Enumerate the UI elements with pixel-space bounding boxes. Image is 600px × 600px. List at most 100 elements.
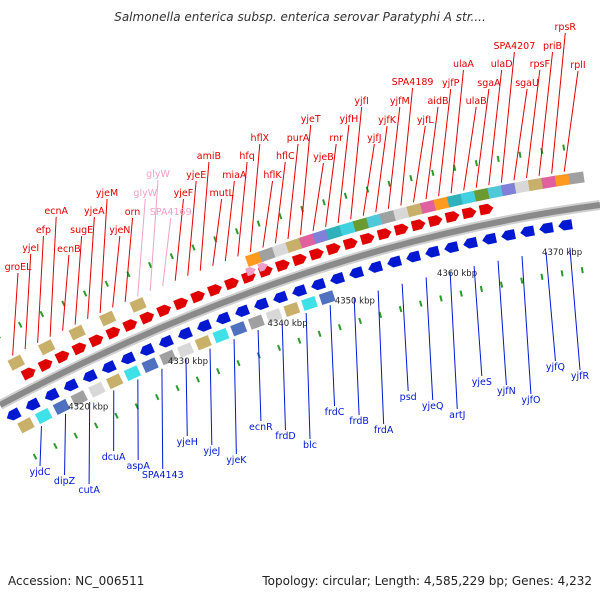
reverse-gene-arrow [444, 241, 459, 253]
leader-line [287, 143, 299, 240]
gene-label-yjee[interactable]: yjeE [186, 170, 206, 181]
gene-label-hflc[interactable]: hflC [276, 151, 295, 162]
gene-label-rpsf[interactable]: rpsF [530, 59, 550, 70]
leader-line [49, 216, 57, 337]
reverse-gene-arrow [425, 245, 441, 258]
gene-label-hfq[interactable]: hfq [239, 151, 254, 162]
gene-label-yjfr[interactable]: yjfR [571, 371, 590, 382]
gene-label-frdc[interactable]: frdC [325, 407, 345, 418]
leader-line [400, 87, 414, 206]
gene-label-spa4169[interactable]: SPA4169 [150, 207, 192, 218]
reverse-gene-arrow [140, 343, 155, 356]
leader-line [137, 198, 146, 297]
gene-label-rnr[interactable]: rnr [329, 133, 343, 144]
gene-label-yjem[interactable]: yjeM [96, 188, 118, 199]
gene-label-rpsr[interactable]: rpsR [555, 22, 577, 33]
gene-label-cuta[interactable]: cutA [78, 485, 100, 496]
gene-label-yjef[interactable]: yjeF [174, 188, 194, 199]
gene-label-dipz[interactable]: dipZ [54, 476, 76, 487]
forward-operon-block [38, 339, 56, 356]
gene-label-glyw[interactable]: glyW [133, 188, 157, 199]
gene-label-yjfq[interactable]: yjfQ [546, 362, 565, 373]
tick-dot [387, 180, 391, 187]
gene-label-artj[interactable]: artJ [449, 410, 465, 421]
gene-label-orn[interactable]: orn [125, 207, 141, 218]
gene-label-ulab[interactable]: ulaB [466, 96, 487, 107]
gene-label-blc[interactable]: blc [303, 440, 317, 451]
gene-label-ecnb[interactable]: ecnB [57, 244, 81, 255]
gene-label-yjfk[interactable]: yjfK [378, 115, 397, 126]
gene-label-ulad[interactable]: ulaD [491, 59, 513, 70]
reverse-gene-arrow [121, 351, 136, 365]
gene-label-sgau[interactable]: sgaU [515, 78, 539, 89]
gene-label-yjej[interactable]: yjeJ [203, 446, 220, 457]
map-title: Salmonella enterica subsp. enterica sero… [114, 10, 486, 24]
gene-label-mutl[interactable]: mutL [209, 188, 234, 199]
gene-label-frdb[interactable]: frdB [349, 416, 369, 427]
gene-label-yjfm[interactable]: yjfM [390, 96, 410, 107]
leader-line [325, 143, 337, 227]
gene-label-efp[interactable]: efp [36, 225, 51, 236]
gene-label-yjfj[interactable]: yjfJ [367, 133, 381, 144]
gene-label-yjek[interactable]: yjeK [226, 455, 247, 466]
gene-label-groel[interactable]: groEL [5, 262, 33, 273]
reverse-operon-block [123, 365, 142, 382]
leader-line [74, 235, 83, 325]
gene-label-pura[interactable]: purA [287, 133, 310, 144]
forward-operon-block [298, 233, 317, 249]
gene-label-spa4189[interactable]: SPA4189 [392, 77, 434, 88]
gene-label-miaa[interactable]: miaA [222, 170, 247, 181]
gene-label-sgaa[interactable]: sgaA [477, 78, 501, 89]
gene-label-ecnr[interactable]: ecnR [249, 422, 273, 433]
gene-label-yjfi[interactable]: yjfI [354, 96, 368, 107]
reverse-gene-arrow [254, 297, 270, 310]
gene-label-yjfh[interactable]: yjfH [340, 114, 359, 125]
leader-line [438, 88, 452, 197]
tick-dot [343, 192, 348, 199]
gene-label-aspa[interactable]: aspA [127, 461, 151, 472]
gene-label-psd[interactable]: psd [400, 392, 417, 403]
gene-label-spa4207[interactable]: SPA4207 [493, 41, 535, 52]
gene-label-ecna[interactable]: ecnA [44, 206, 68, 217]
tick-dot [520, 277, 524, 284]
gene-label-aidb[interactable]: aidB [427, 96, 448, 107]
gene-label-yjfn[interactable]: yjfN [497, 386, 516, 397]
reverse-gene-arrow [482, 232, 497, 245]
gene-label-yjeh[interactable]: yjeH [177, 437, 198, 448]
gene-label-yjfp[interactable]: yjfP [442, 78, 460, 89]
leader-line [162, 217, 172, 286]
gene-label-frda[interactable]: frdA [374, 425, 394, 436]
gene-label-yjfl[interactable]: yjfL [417, 115, 435, 126]
gene-label-spa4143[interactable]: SPA4143 [142, 470, 184, 481]
leader-line [450, 69, 464, 194]
gene-label-yjen[interactable]: yjeN [109, 225, 130, 236]
gene-label-yjdc[interactable]: yjdC [30, 467, 51, 478]
gene-label-dcua[interactable]: dcuA [102, 452, 126, 463]
gene-label-yjei[interactable]: yjeI [22, 243, 39, 254]
reverse-gene-arrow [82, 369, 98, 383]
gene-label-yjfo[interactable]: yjfO [521, 395, 540, 406]
gene-label-hflx[interactable]: hflX [251, 133, 270, 144]
gene-label-yjeq[interactable]: yjeQ [422, 401, 444, 412]
leader-line [353, 297, 360, 416]
gene-label-rpli[interactable]: rplI [570, 60, 585, 71]
forward-gene-arrow [308, 248, 324, 261]
gene-label-glyw[interactable]: glyW [146, 169, 170, 180]
gene-label-suge[interactable]: sugE [70, 225, 93, 236]
gene-label-yjes[interactable]: yjeS [472, 377, 492, 388]
label-leaders [12, 32, 581, 485]
gene-label-prib[interactable]: priB [543, 41, 562, 52]
gene-label-yjet[interactable]: yjeT [301, 114, 321, 125]
forward-gene-arrow [139, 311, 155, 325]
forward-operon-block [98, 310, 117, 327]
tick-dot [277, 344, 282, 352]
tick-dot [358, 317, 362, 325]
gene-label-hflk[interactable]: hflK [263, 170, 282, 181]
gene-label-ulaa[interactable]: ulaA [453, 59, 474, 70]
gene-label-amib[interactable]: amiB [197, 151, 221, 162]
gene-label-frdd[interactable]: frdD [275, 431, 295, 442]
leader-line [545, 251, 556, 362]
gene-label-yjeb[interactable]: yjeB [313, 152, 334, 163]
topology-text: Topology: circular; Length: 4,585,229 bp… [262, 574, 592, 588]
gene-label-yjea[interactable]: yjeA [84, 206, 105, 217]
